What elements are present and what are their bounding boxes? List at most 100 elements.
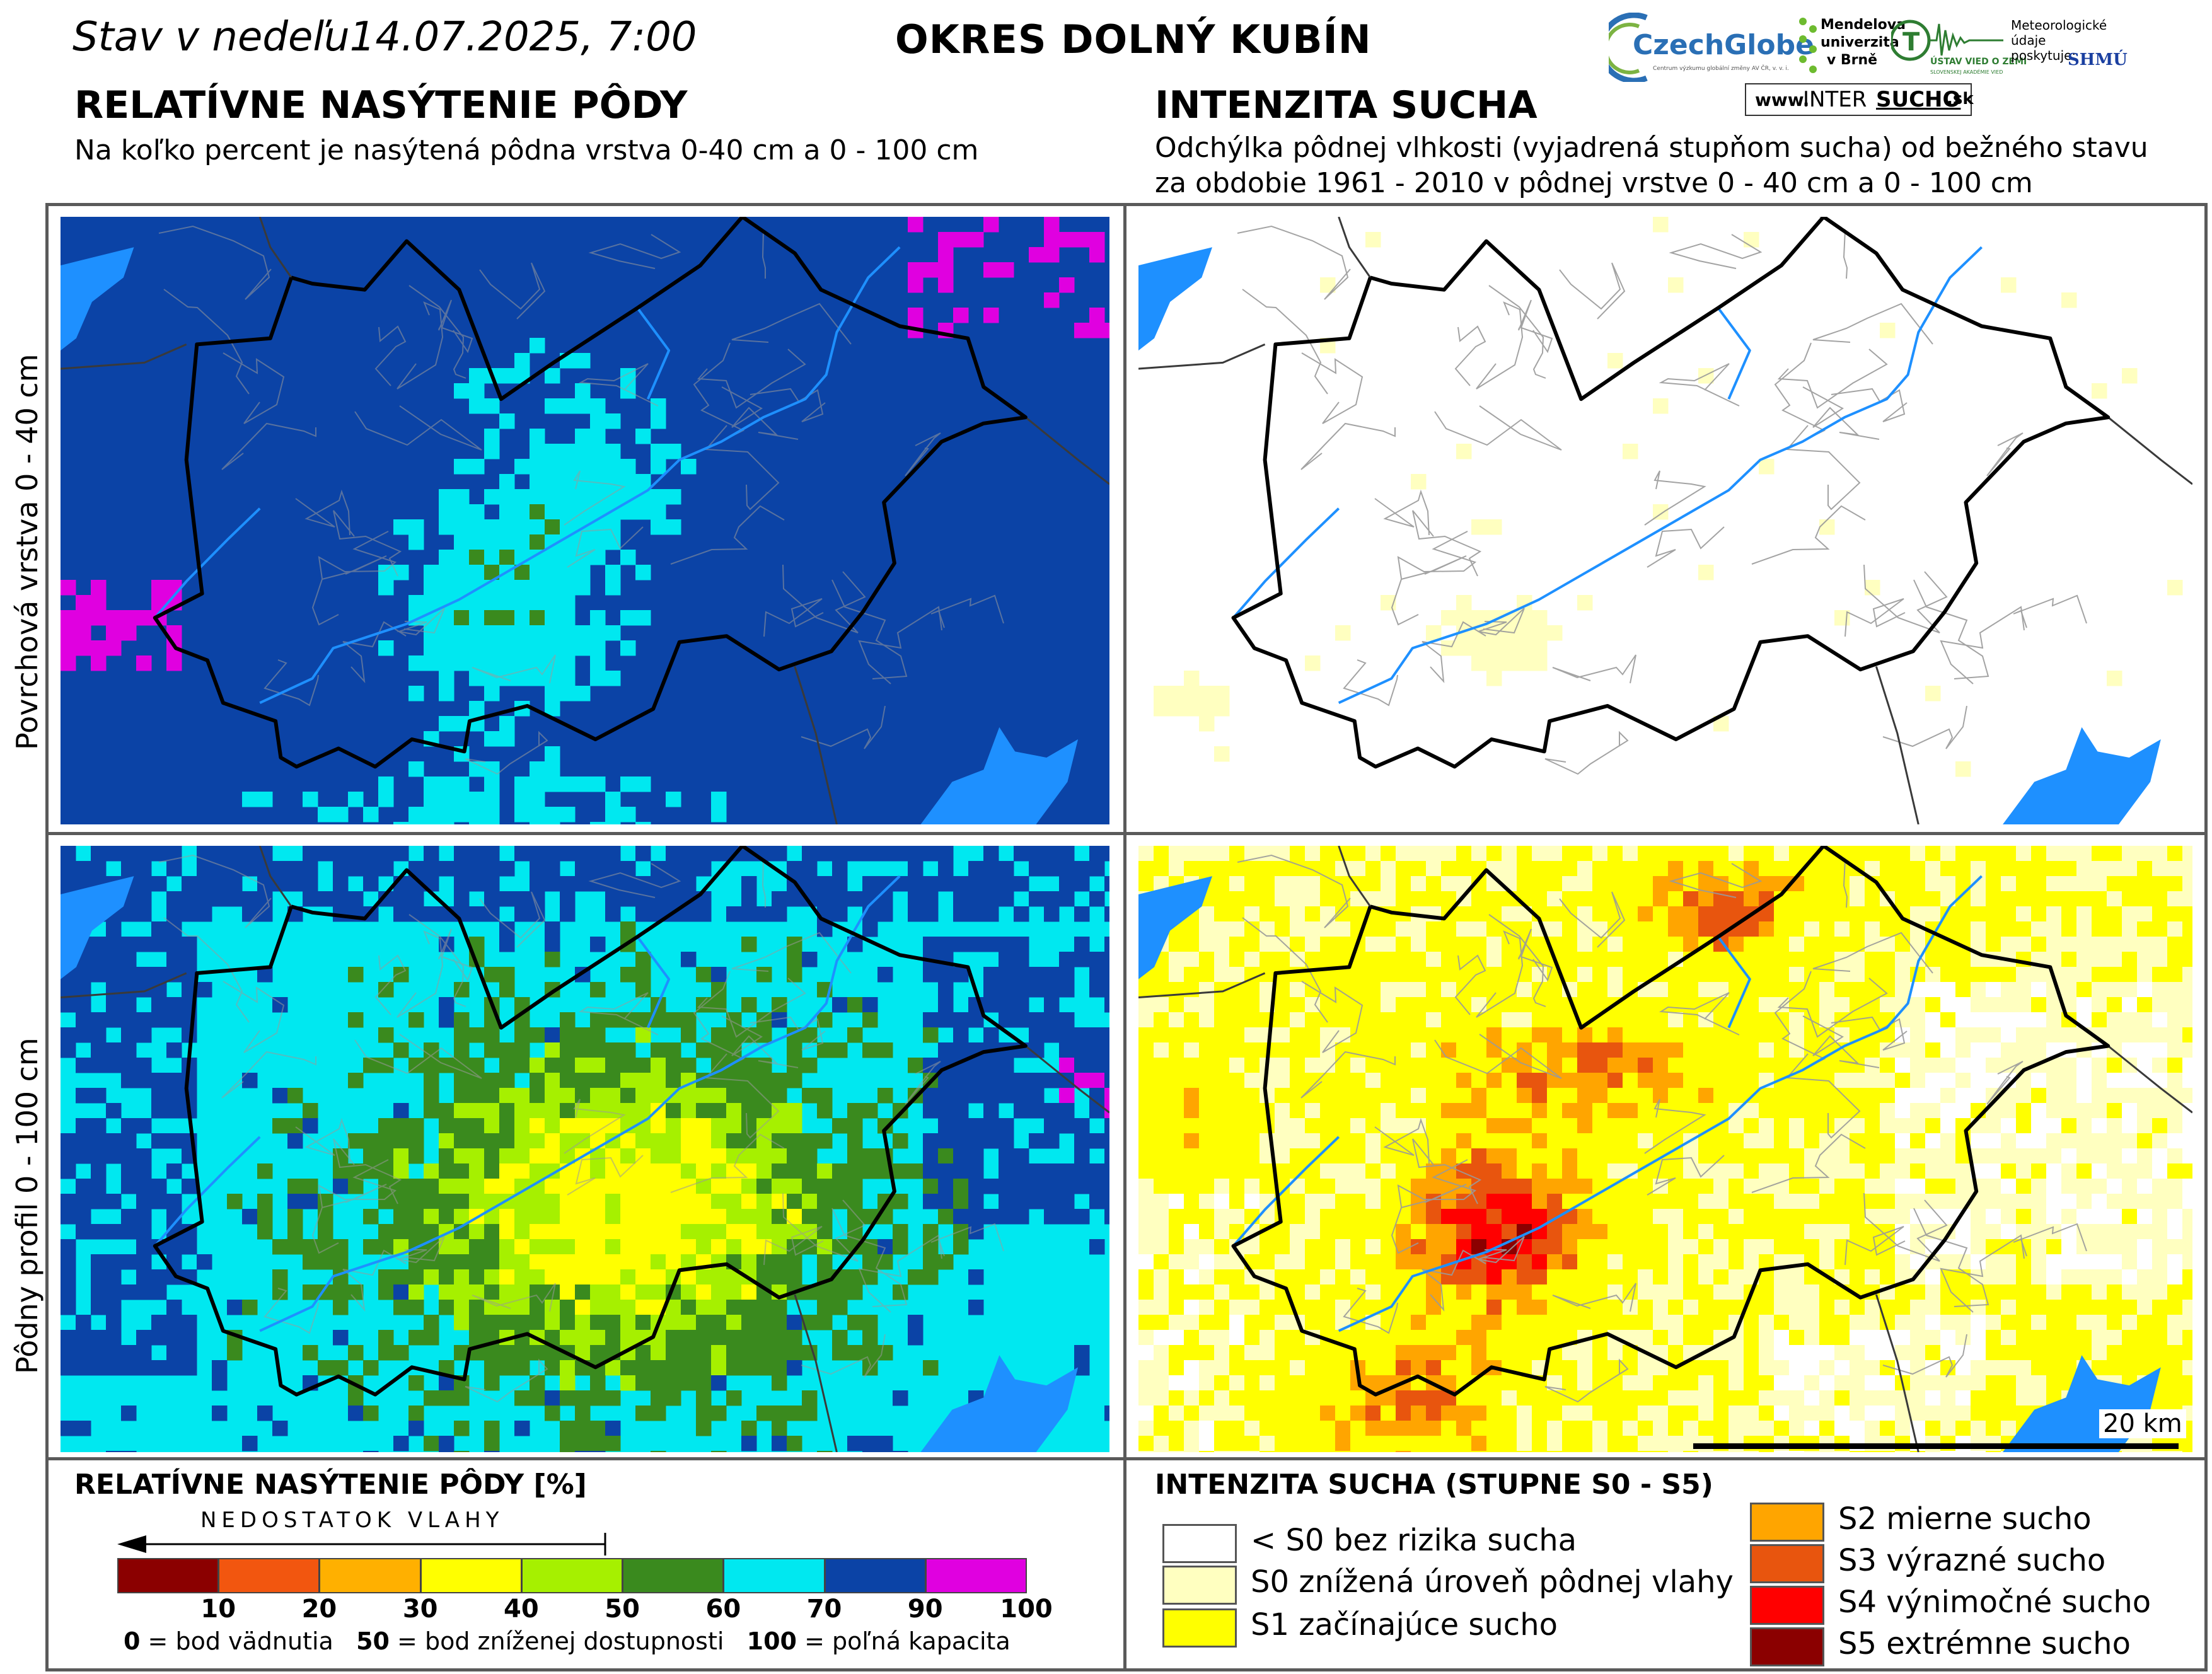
map-drought-topsoil [1138,217,2192,824]
row-label-top: Povrchová vrstva 0 - 40 cm [10,354,44,750]
drought-legend-label: S5 extrémne sucho [1838,1626,2131,1661]
saturation-tick-label: 50 [605,1595,640,1624]
ustav-subtitle: SLOVENSKEJ AKADÉMIE VIED [1930,69,2003,75]
saturation-tick-label: 100 [1000,1595,1053,1624]
saturation-tick-label: 10 [200,1595,236,1624]
raster-cells [1154,217,2183,777]
drought-legend-label: S0 znížená úroveň pôdnej vlahy [1251,1564,1734,1600]
neighbour-borders [1138,846,2192,1452]
municipal-boundaries [158,217,1004,775]
saturation-scale-segment [319,1558,421,1593]
map-drought-profile [1138,846,2192,1452]
legend-arrow-label: NEDOSTATOK VLAHY [200,1508,504,1533]
map-saturation-profile [61,846,1109,1452]
intersucho-sucho: SUCHO [1876,87,1961,112]
horizontal-divider-legend [45,1457,2208,1460]
drought-legend-swatch [1162,1566,1237,1605]
drought-legend-label: S3 výrazné sucho [1838,1543,2106,1578]
seismograph-icon: T [1889,20,2003,61]
rivers [1232,875,1983,1332]
row-label-bottom: Pôdny profil 0 - 100 cm [10,1037,44,1374]
saturation-tick-label: 30 [402,1595,438,1624]
map-saturation-topsoil [61,217,1109,824]
raster-cells [61,846,1109,1452]
drought-legend-swatch [1750,1503,1824,1542]
legend-drought-title: INTENZITA SUCHA (STUPNE S0 - S5) [1155,1469,1713,1501]
note-hundred-text: = poľná kapacita [797,1627,1010,1655]
rivers [154,246,901,705]
saturation-note: 0 = bod vädnutia 50 = bod zníženej dostu… [124,1627,1010,1655]
saturation-scale-segment [723,1558,825,1593]
raster-cells [61,217,1109,824]
scale-bar-label: 20 km [2099,1409,2186,1438]
saturation-tick-labels: 10 20 30 40 50 60 70 90 100 [117,1595,1052,1626]
saturation-scale-segment [824,1558,926,1593]
date-label: Stav v nedeľu14.07.2025, 7:00 [72,14,697,61]
district-border [1231,846,2111,1397]
map-panel-frame [45,203,2208,1671]
shmu-provider-text: Meteorologické údaje poskytuje: [2011,18,2107,63]
municipal-boundaries [1237,217,2087,775]
saturation-scale-segment [925,1558,1027,1593]
saturation-scale-segment [117,1558,219,1593]
drought-legend-label: < S0 bez rizika sucha [1251,1523,1577,1558]
drought-legend-swatch [1750,1627,1824,1666]
horizontal-divider-mid [45,832,2208,835]
saturation-scale-segment [218,1558,320,1593]
right-section-title: INTENZITA SUCHA [1155,83,1537,127]
drought-legend-swatch [1162,1608,1237,1648]
note-zero-text: = bod vädnutia [140,1627,333,1655]
note-hundred-value: 100 [746,1627,797,1655]
water-bodies [61,247,1079,824]
water-bodies [61,876,1079,1452]
shortage-arrow-icon [117,1533,606,1556]
saturation-tick-label: 60 [705,1595,741,1624]
rivers [154,875,901,1332]
water-bodies [1138,247,2161,824]
drought-legend-swatch [1750,1586,1824,1625]
rivers [1232,246,1983,705]
municipal-boundaries [1237,846,2087,1403]
shmu-name: SHMÚ [2068,50,2128,69]
drought-legend-swatch [1750,1544,1824,1583]
saturation-scale-segment [622,1558,724,1593]
saturation-scale-segment [521,1558,623,1593]
saturation-topsoil-grid [61,217,1109,824]
drought-profile-grid [1138,846,2192,1452]
vertical-divider [1123,203,1126,1671]
left-section-title: RELATÍVNE NASÝTENIE PÔDY [74,83,688,127]
saturation-color-scale [117,1558,1027,1593]
saturation-profile-grid [61,846,1109,1452]
saturation-tick-label: 90 [907,1595,943,1624]
drought-legend-label: S2 mierne sucho [1838,1501,2092,1537]
mendel-logo: Mendelova univerzita v Brně [1795,15,1906,84]
intersucho-sk: .sk [1947,89,1974,108]
drought-topsoil-grid [1138,217,2192,824]
saturation-tick-label: 70 [806,1595,842,1624]
ustav-logo: T ÚSTAV VIED O ZEMI SLOVENSKEJ AKADÉMIE … [1889,18,2027,81]
district-border [153,217,1028,769]
district-border [153,846,1028,1397]
note-zero-value: 0 [124,1627,141,1655]
intersucho-inter: INTER [1803,87,1867,112]
intersucho-www: www. [1755,89,1810,110]
right-section-subtitle-1: Odchýlka pôdnej vlhkosti (vyjadrená stup… [1155,132,2148,164]
neighbour-borders [61,846,1109,1452]
scale-bar [1693,1443,2179,1449]
czechglobe-logo: CzechGlobe Centrum výzkumu globální změn… [1598,12,1814,84]
mendel-dots-icon [1799,18,1817,73]
czechglobe-subtitle: Centrum výzkumu globální změny AV ČR, v.… [1653,66,1789,72]
neighbour-borders [61,217,1109,824]
municipal-boundaries [158,846,1004,1403]
saturation-scale-segment [420,1558,522,1593]
note-fifty-text: = bod zníženej dostupnosti [389,1627,724,1655]
saturation-tick-label: 20 [301,1595,337,1624]
neighbour-borders [1138,217,2192,824]
saturation-tick-label: 40 [504,1595,539,1624]
czechglobe-name: CzechGlobe [1633,29,1814,61]
shmu-logo: Meteorologické údaje poskytuje: SHMÚ [2011,18,2131,81]
drought-legend-label: S1 začínajúce sucho [1251,1607,1558,1642]
note-fifty-value: 50 [356,1627,390,1655]
intersucho-logo: www. INTER SUCHO .sk [1745,83,1974,116]
drought-legend-swatch [1162,1524,1237,1563]
